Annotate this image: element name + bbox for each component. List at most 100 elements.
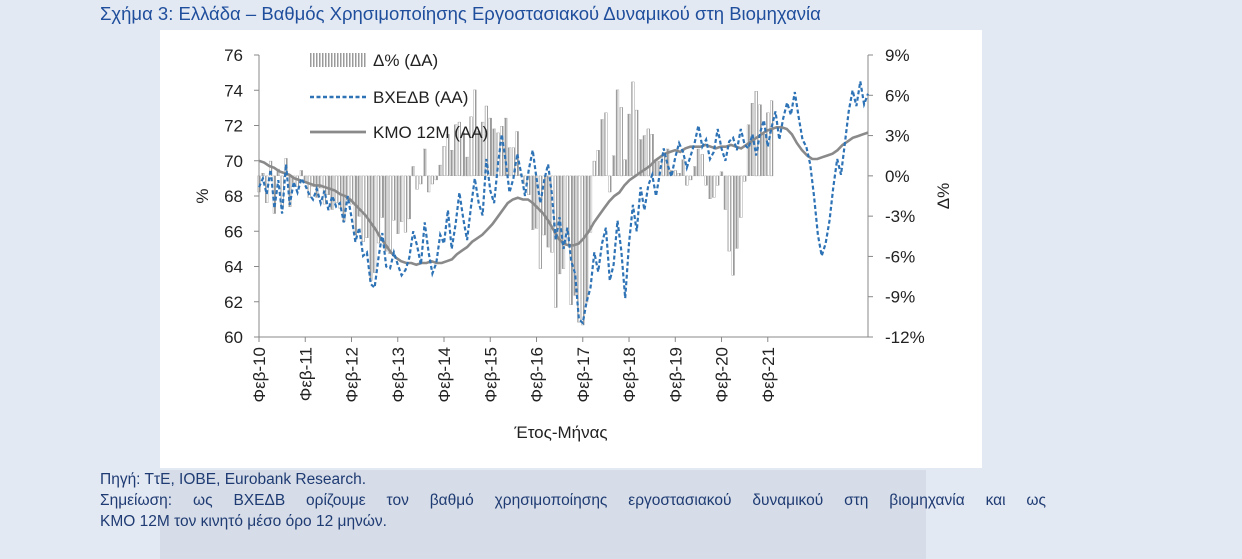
delta-bar bbox=[588, 175, 593, 233]
x-tick-label: Φεβ-10 bbox=[250, 347, 269, 403]
delta-bar bbox=[434, 175, 438, 181]
x-tick-label: Φεβ-19 bbox=[666, 347, 685, 403]
left-tick-label: 62 bbox=[224, 293, 243, 312]
delta-bar bbox=[693, 166, 697, 177]
delta-bar bbox=[746, 124, 751, 177]
left-tick-label: 68 bbox=[224, 187, 243, 206]
delta-bar bbox=[450, 150, 454, 177]
delta-bar bbox=[600, 119, 604, 177]
delta-bar bbox=[369, 175, 373, 281]
delta-bar bbox=[554, 175, 558, 308]
right-tick-label: 3% bbox=[885, 127, 910, 146]
right-tick-label: -9% bbox=[885, 288, 915, 307]
y-axis-title-right: Δ% bbox=[934, 183, 953, 209]
delta-bar bbox=[708, 175, 712, 199]
delta-bar bbox=[608, 175, 612, 193]
delta-bar bbox=[677, 172, 681, 177]
delta-bar bbox=[612, 155, 616, 176]
delta-bar bbox=[642, 135, 646, 177]
delta-bar bbox=[754, 91, 758, 177]
delta-bar bbox=[484, 105, 488, 177]
delta-bar bbox=[396, 175, 400, 234]
notes: Πηγή: ΤτΕ, ΙΟΒΕ, Eurobank Research. Σημε… bbox=[100, 469, 1060, 532]
delta-bar bbox=[295, 175, 300, 187]
delta-bar bbox=[696, 148, 700, 177]
left-tick-label: 74 bbox=[224, 81, 243, 100]
delta-bar bbox=[731, 175, 735, 276]
delta-bar bbox=[650, 133, 654, 176]
x-tick-label: Φεβ-18 bbox=[620, 347, 639, 403]
delta-bar bbox=[646, 128, 650, 177]
figure-title: Σχήμα 3: Ελλάδα – Βαθμός Χρησιμοποίησης … bbox=[100, 3, 821, 24]
legend-bars-swatch bbox=[310, 53, 366, 67]
delta-bar bbox=[743, 175, 747, 182]
delta-bar bbox=[473, 89, 477, 177]
delta-bar bbox=[635, 109, 639, 177]
x-tick-label: Φεβ-15 bbox=[481, 347, 500, 403]
delta-bar bbox=[384, 175, 388, 252]
delta-bar bbox=[407, 175, 411, 220]
right-tick-label: 6% bbox=[885, 86, 910, 105]
remark-line-2: ΚΜΟ 12Μ τον κινητό μέσο όρο 12 μηνών. bbox=[100, 513, 387, 530]
delta-bar bbox=[735, 175, 739, 249]
delta-bar bbox=[704, 175, 708, 186]
x-tick-label: Φεβ-12 bbox=[343, 347, 362, 403]
delta-bar bbox=[723, 175, 727, 210]
background-panel bbox=[160, 470, 926, 559]
delta-bar bbox=[507, 147, 512, 177]
delta-bar bbox=[577, 175, 581, 323]
delta-bar bbox=[581, 175, 585, 326]
left-axis-ticks: 76 74 72 70 68 66 64 62 60 bbox=[224, 46, 259, 347]
x-tick-label: Φεβ-11 bbox=[296, 347, 315, 401]
legend-bars-label: Δ% (ΔΑ) bbox=[373, 51, 438, 70]
delta-bar bbox=[716, 175, 720, 186]
right-tick-label: -12% bbox=[885, 328, 925, 347]
delta-bar bbox=[349, 175, 354, 205]
delta-bar bbox=[446, 133, 450, 176]
delta-bar bbox=[380, 175, 384, 218]
delta-bar bbox=[492, 128, 496, 177]
delta-bar bbox=[561, 175, 566, 269]
delta-bar bbox=[465, 156, 469, 177]
right-tick-label: -3% bbox=[885, 207, 915, 226]
x-tick-label: Φεβ-20 bbox=[713, 347, 732, 403]
delta-bar bbox=[299, 170, 303, 177]
delta-bar bbox=[311, 175, 315, 187]
delta-bar bbox=[770, 100, 774, 177]
delta-bar bbox=[423, 148, 427, 177]
left-tick-label: 76 bbox=[224, 46, 243, 65]
delta-bar bbox=[419, 175, 423, 185]
delta-bar bbox=[427, 175, 431, 193]
delta-bar bbox=[261, 172, 265, 177]
delta-bar bbox=[762, 133, 766, 176]
delta-bar bbox=[280, 175, 284, 209]
delta-bar bbox=[534, 175, 539, 229]
delta-bar bbox=[438, 164, 442, 177]
x-tick-label: Φεβ-13 bbox=[389, 347, 408, 403]
delta-bar bbox=[392, 175, 396, 221]
delta-bar bbox=[477, 131, 481, 176]
delta-bar bbox=[399, 175, 404, 222]
left-tick-label: 70 bbox=[224, 152, 243, 171]
delta-bar bbox=[461, 132, 465, 177]
delta-bar bbox=[496, 132, 500, 177]
delta-bar bbox=[689, 175, 693, 181]
delta-bar bbox=[604, 112, 608, 176]
chart: 76 74 72 70 68 66 64 62 60 9% 6% 3% 0% -3% -6% -9% -12%… bbox=[193, 46, 953, 442]
delta-bar bbox=[627, 113, 631, 177]
delta-bar bbox=[504, 117, 508, 176]
delta-bar bbox=[430, 175, 434, 185]
delta-bar bbox=[719, 171, 724, 177]
delta-bar bbox=[411, 166, 415, 177]
delta-bar bbox=[372, 175, 377, 273]
delta-bar bbox=[592, 160, 596, 177]
delta-bar bbox=[457, 121, 461, 176]
delta-bar bbox=[623, 159, 627, 176]
x-tick-label: Φεβ-14 bbox=[435, 347, 454, 403]
delta-bar bbox=[488, 117, 492, 176]
left-tick-label: 66 bbox=[224, 222, 243, 241]
delta-bar bbox=[442, 146, 446, 177]
right-tick-label: 9% bbox=[885, 46, 910, 65]
delta-bar bbox=[500, 125, 504, 177]
delta-bar bbox=[322, 175, 327, 205]
